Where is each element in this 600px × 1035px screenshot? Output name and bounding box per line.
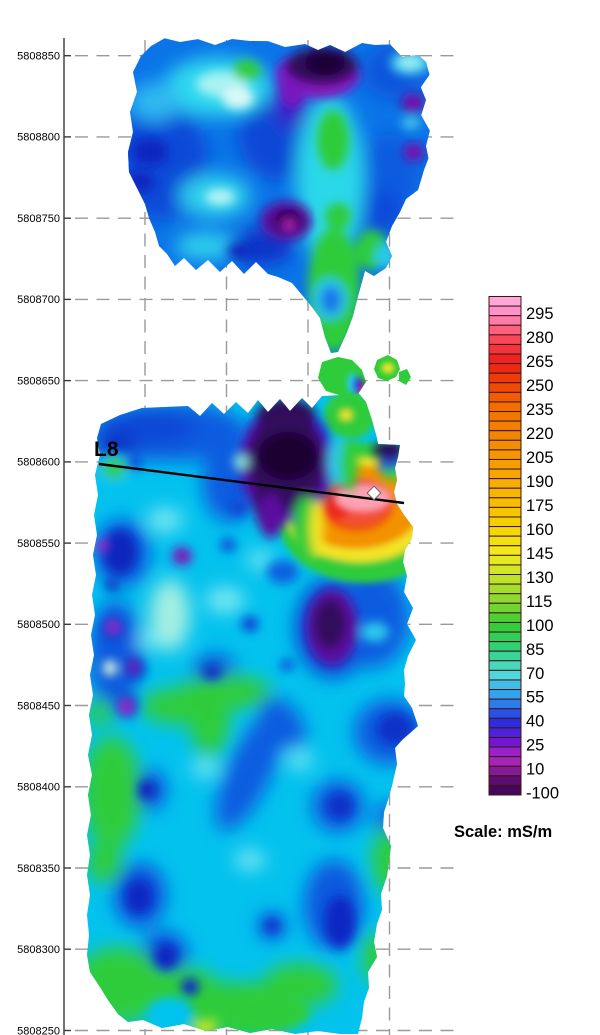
svg-text:70: 70 xyxy=(526,665,544,683)
svg-text:Scale: mS/m: Scale: mS/m xyxy=(454,823,552,841)
svg-text:175: 175 xyxy=(526,497,554,515)
svg-text:5808750: 5808750 xyxy=(17,213,60,225)
svg-text:5808550: 5808550 xyxy=(17,538,60,550)
svg-text:55: 55 xyxy=(526,689,544,707)
svg-text:25: 25 xyxy=(526,737,544,755)
svg-text:100: 100 xyxy=(526,617,554,635)
svg-text:265: 265 xyxy=(526,353,554,371)
svg-text:5808650: 5808650 xyxy=(17,375,60,387)
svg-text:130: 130 xyxy=(526,569,554,587)
svg-text:L8: L8 xyxy=(94,438,119,461)
svg-text:5808700: 5808700 xyxy=(17,294,60,306)
svg-text:220: 220 xyxy=(526,425,554,443)
svg-text:280: 280 xyxy=(526,329,554,347)
svg-text:5808600: 5808600 xyxy=(17,457,60,469)
svg-text:40: 40 xyxy=(526,713,544,731)
svg-text:250: 250 xyxy=(526,377,554,395)
svg-text:205: 205 xyxy=(526,449,554,467)
svg-text:295: 295 xyxy=(526,305,554,323)
svg-text:5808400: 5808400 xyxy=(17,782,60,794)
svg-text:5808450: 5808450 xyxy=(17,700,60,712)
svg-text:5808800: 5808800 xyxy=(17,132,60,144)
svg-text:5808300: 5808300 xyxy=(17,944,60,956)
svg-text:145: 145 xyxy=(526,545,554,563)
svg-text:190: 190 xyxy=(526,473,554,491)
svg-text:115: 115 xyxy=(526,593,552,611)
svg-text:85: 85 xyxy=(526,641,544,659)
svg-text:-100: -100 xyxy=(526,785,559,803)
svg-text:10: 10 xyxy=(526,761,544,779)
svg-text:5808850: 5808850 xyxy=(17,51,60,63)
svg-text:160: 160 xyxy=(526,521,554,539)
svg-text:5808350: 5808350 xyxy=(17,863,60,875)
svg-text:5808250: 5808250 xyxy=(17,1025,60,1035)
svg-text:235: 235 xyxy=(526,401,554,419)
svg-text:5808500: 5808500 xyxy=(17,619,60,631)
